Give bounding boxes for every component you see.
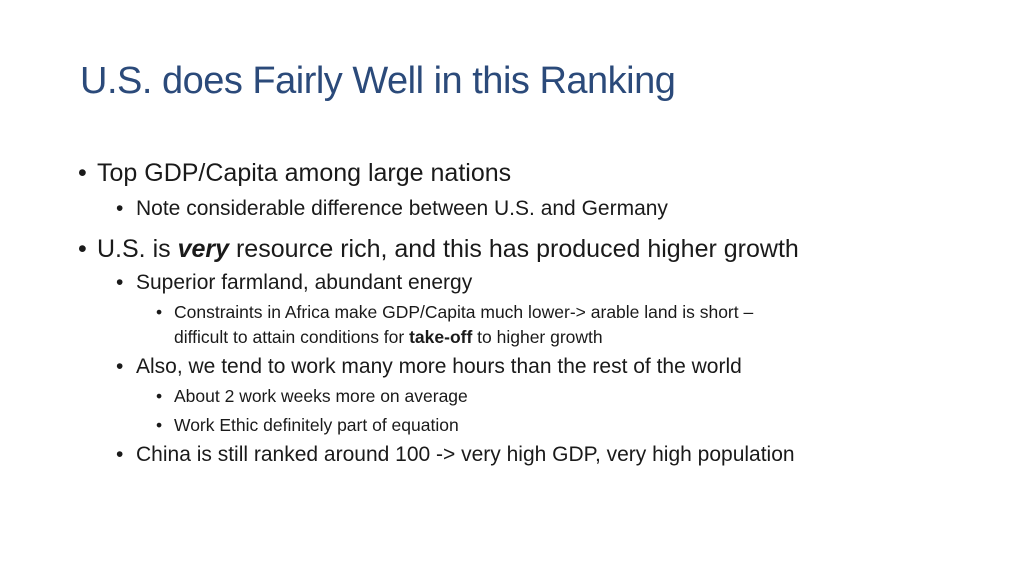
bullet-icon: • [78,159,87,187]
bullet-list: • Top GDP/Capita among large nations • N… [78,156,958,470]
slide-title: U.S. does Fairly Well in this Ranking [80,60,676,102]
bullet-text-line1: Constraints in Africa make GDP/Capita mu… [174,302,754,322]
bullet-item: • Superior farmland, abundant energy [116,268,958,298]
bullet-icon: • [156,302,163,322]
bullet-text-suffix: to higher growth [472,327,603,347]
bullet-item: • Note considerable difference between U… [116,194,958,224]
bullet-item: • Constraints in Africa make GDP/Capita … [156,300,958,350]
bullet-text: Superior farmland, abundant energy [136,271,473,294]
bullet-text: About 2 work weeks more on average [174,386,468,406]
bullet-item: • U.S. is very resource rich, and this h… [78,232,958,266]
bullet-item: • Also, we tend to work many more hours … [116,352,958,382]
bullet-item: • Top GDP/Capita among large nations [78,156,958,190]
bullet-icon: • [116,355,124,378]
bullet-icon: • [78,235,87,263]
bullet-text-bold: take-off [409,327,473,347]
bullet-icon: • [116,271,124,294]
bullet-icon: • [116,197,124,220]
bullet-text-emphasis: very [177,235,230,263]
bullet-text-line2: difficult to attain conditions for take-… [174,325,958,350]
bullet-text-prefix: U.S. is [97,235,178,263]
bullet-icon: • [116,443,124,466]
bullet-text: China is still ranked around 100 -> very… [136,443,795,466]
bullet-icon: • [156,386,163,406]
bullet-text: Also, we tend to work many more hours th… [136,355,742,378]
bullet-text-suffix: resource rich, and this has produced hig… [229,235,799,263]
bullet-text: Work Ethic definitely part of equation [174,415,459,435]
bullet-item: • Work Ethic definitely part of equation [156,413,958,438]
bullet-item: • About 2 work weeks more on average [156,384,958,409]
bullet-text: Top GDP/Capita among large nations [97,159,512,187]
bullet-text-prefix: difficult to attain conditions for [174,327,410,347]
bullet-item: • China is still ranked around 100 -> ve… [116,440,958,470]
bullet-icon: • [156,415,163,435]
bullet-text: Note considerable difference between U.S… [136,197,668,220]
